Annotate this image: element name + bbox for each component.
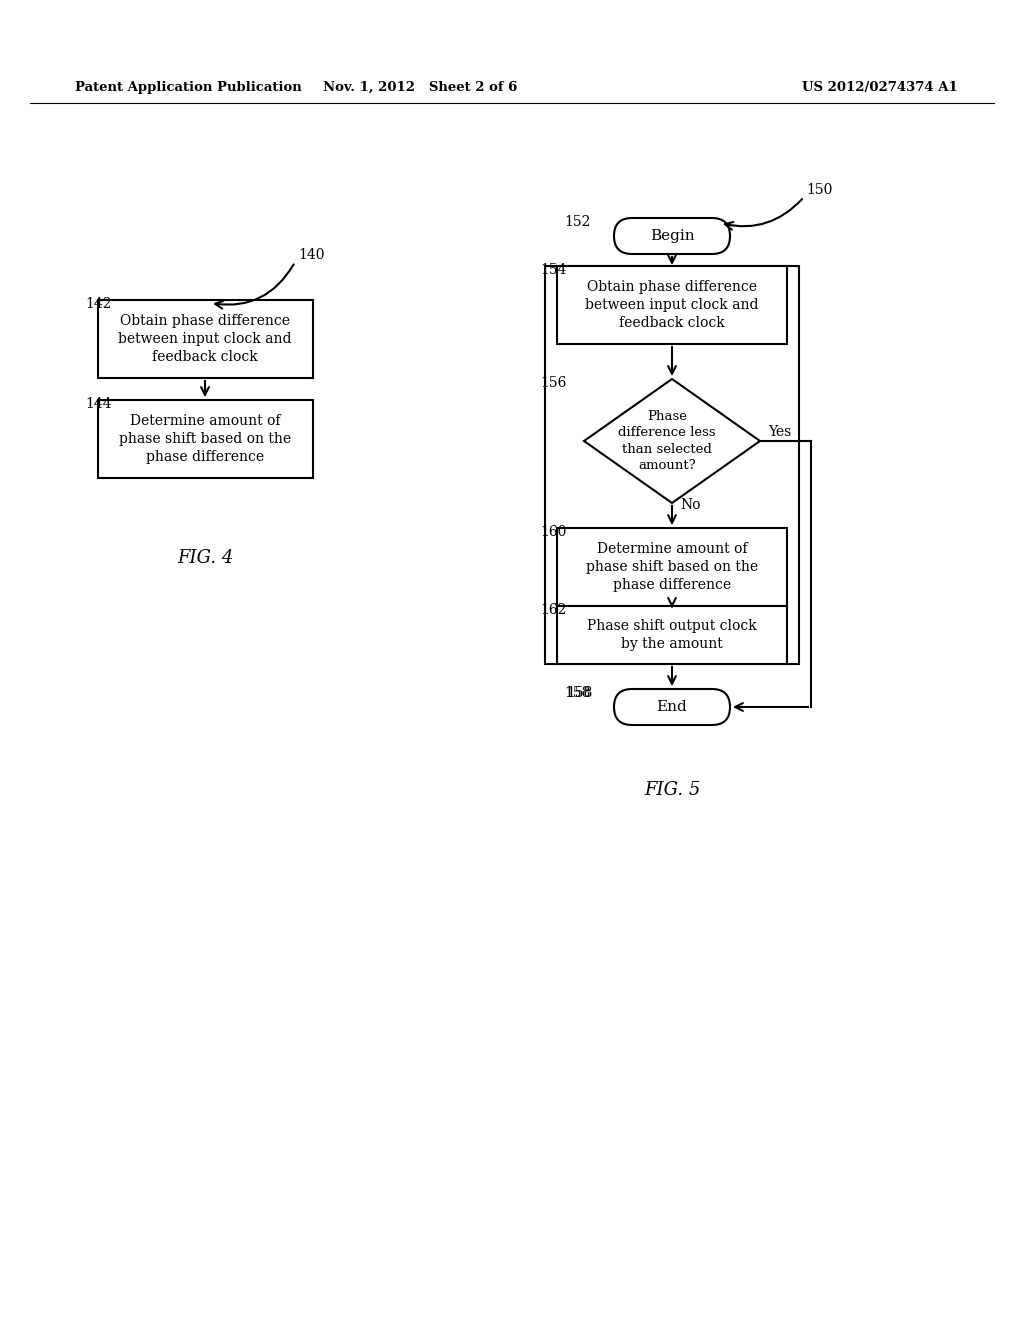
Text: 158: 158 <box>564 686 591 700</box>
Text: Begin: Begin <box>649 228 694 243</box>
FancyBboxPatch shape <box>614 218 730 253</box>
Text: 154: 154 <box>540 263 566 277</box>
Text: Phase
difference less
than selected
amount?: Phase difference less than selected amou… <box>618 409 716 473</box>
Bar <box>97 300 312 378</box>
Text: End: End <box>656 700 687 714</box>
Text: Determine amount of
phase shift based on the
phase difference: Determine amount of phase shift based on… <box>586 541 758 593</box>
Bar <box>97 400 312 478</box>
Text: 152: 152 <box>564 215 591 228</box>
Bar <box>557 528 787 606</box>
Text: Patent Application Publication: Patent Application Publication <box>75 81 302 94</box>
FancyBboxPatch shape <box>614 689 730 725</box>
Text: 140: 140 <box>298 248 325 261</box>
Text: Determine amount of
phase shift based on the
phase difference: Determine amount of phase shift based on… <box>119 413 291 465</box>
Text: FIG. 4: FIG. 4 <box>177 549 233 568</box>
Text: 142: 142 <box>85 297 112 312</box>
Text: 160: 160 <box>540 525 566 539</box>
Bar <box>557 606 787 664</box>
Text: Yes: Yes <box>768 425 792 440</box>
Text: 144: 144 <box>85 397 112 411</box>
Text: 162: 162 <box>540 603 566 616</box>
Text: 150: 150 <box>806 183 833 197</box>
Text: Obtain phase difference
between input clock and
feedback clock: Obtain phase difference between input cl… <box>586 280 759 330</box>
Bar <box>557 267 787 345</box>
Text: US 2012/0274374 A1: US 2012/0274374 A1 <box>802 81 957 94</box>
Polygon shape <box>584 379 760 503</box>
Text: Obtain phase difference
between input clock and
feedback clock: Obtain phase difference between input cl… <box>118 314 292 364</box>
Bar <box>545 267 799 664</box>
Text: Phase shift output clock
by the amount: Phase shift output clock by the amount <box>587 619 757 651</box>
Text: FIG. 5: FIG. 5 <box>644 781 700 799</box>
Text: 158: 158 <box>566 686 592 700</box>
Text: Nov. 1, 2012   Sheet 2 of 6: Nov. 1, 2012 Sheet 2 of 6 <box>323 81 517 94</box>
Text: No: No <box>680 498 700 512</box>
Text: 156: 156 <box>540 376 566 389</box>
